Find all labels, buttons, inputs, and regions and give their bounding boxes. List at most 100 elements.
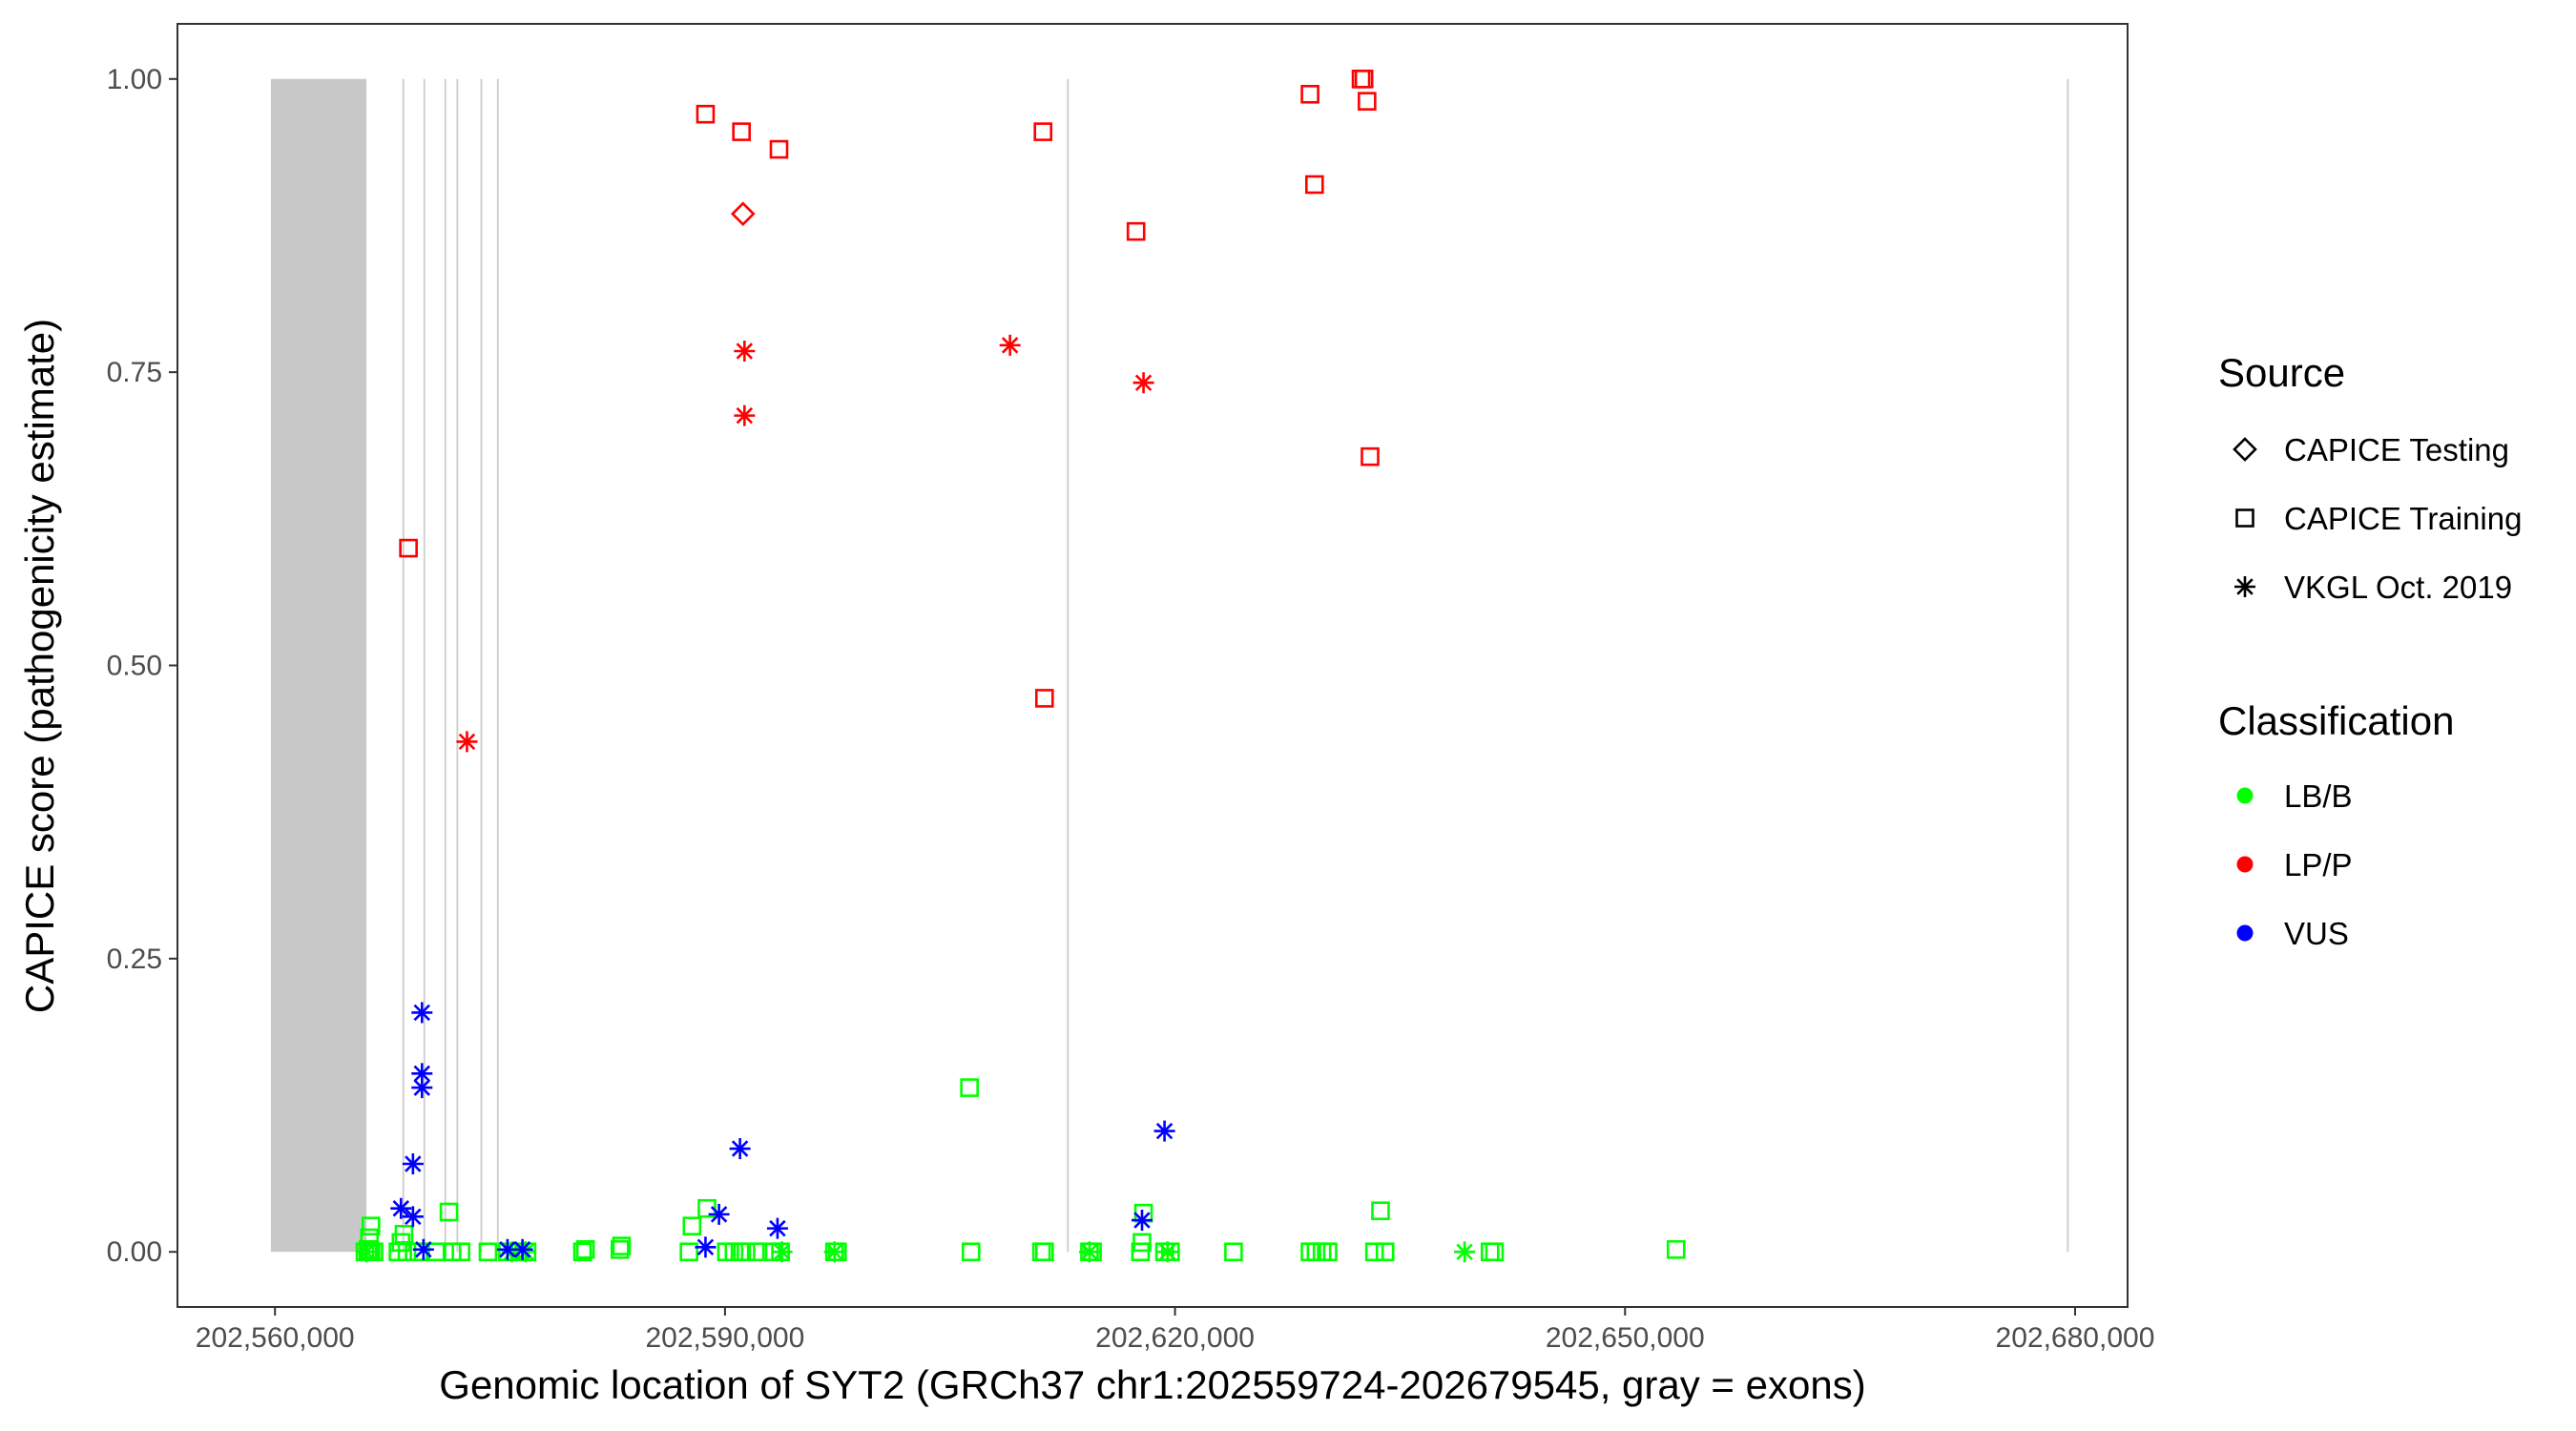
data-point — [708, 1203, 730, 1225]
legend: Source CAPICE Testing CAPICE Training VKGL… — [2218, 350, 2522, 951]
exon-9 — [2067, 78, 2069, 1253]
exon-8 — [1067, 78, 1070, 1253]
data-point — [696, 104, 716, 124]
data-point — [679, 1242, 698, 1262]
data-point — [411, 1002, 433, 1024]
data-point — [511, 1238, 533, 1260]
data-point — [356, 1241, 378, 1263]
data-point — [1153, 1120, 1175, 1142]
data-point — [362, 1216, 381, 1235]
data-point — [572, 1242, 592, 1262]
legend-key-square-icon — [2235, 508, 2254, 528]
data-point — [1131, 1242, 1151, 1262]
data-point — [1033, 122, 1053, 141]
data-point — [960, 1078, 979, 1097]
data-point — [729, 1138, 751, 1160]
data-point — [1034, 1242, 1054, 1262]
exon-2 — [402, 78, 405, 1253]
data-point — [1131, 1210, 1153, 1232]
data-point — [1358, 92, 1377, 111]
data-point — [402, 1206, 424, 1228]
data-point — [1224, 1242, 1243, 1262]
data-point — [390, 1197, 412, 1219]
y-axis-title: CAPICE score (pathogenicity estimate) — [17, 319, 62, 1013]
y-tick-label: 1.00 — [107, 64, 162, 95]
data-point — [1034, 689, 1054, 708]
x-tick-label: 202,680,000 — [1996, 1322, 2155, 1354]
y-tick-label: 0.25 — [107, 944, 162, 975]
data-point — [1375, 1242, 1395, 1262]
legend-classification-items: LB/B LP/P VUS — [2236, 778, 2353, 951]
data-point — [612, 1236, 632, 1255]
data-point — [360, 1228, 380, 1248]
data-point — [1305, 175, 1324, 195]
legend-source-items: CAPICE Testing CAPICE Training VKGL Oct. 2… — [2233, 432, 2522, 605]
data-point — [412, 1238, 434, 1260]
data-point — [358, 1239, 378, 1259]
data-point — [730, 201, 756, 227]
data-point — [734, 341, 756, 363]
data-point — [748, 1242, 768, 1262]
data-point — [575, 1239, 595, 1259]
legend-classification-label: LP/P — [2284, 847, 2353, 882]
legend-source-title: Source — [2218, 350, 2345, 395]
exon-1 — [270, 78, 367, 1253]
x-tick-label: 202,650,000 — [1546, 1322, 1705, 1354]
legend-key-dot-icon — [2236, 924, 2254, 942]
data-point — [999, 334, 1021, 356]
legend-source-label: CAPICE Testing — [2284, 432, 2509, 467]
data-point — [1126, 221, 1146, 241]
data-point — [1364, 1242, 1384, 1262]
legend-key-dot-icon — [2236, 856, 2254, 873]
legend-key-diamond-icon — [2233, 437, 2257, 462]
exon-3 — [423, 78, 426, 1253]
legend-classification-label: VUS — [2284, 916, 2349, 951]
data-point — [737, 1242, 756, 1262]
y-tick-label: 0.00 — [107, 1236, 162, 1268]
data-point — [1371, 1201, 1390, 1220]
legend-source-label: VKGL Oct. 2019 — [2284, 570, 2512, 605]
point-layer — [355, 69, 1686, 1263]
data-point — [961, 1242, 981, 1262]
data-point — [1454, 1241, 1476, 1263]
x-tick-label: 202,620,000 — [1095, 1322, 1255, 1354]
y-tick-label: 0.50 — [107, 651, 162, 682]
data-point — [1485, 1242, 1505, 1262]
exon-layer — [270, 78, 2069, 1253]
x-tick-label: 202,560,000 — [196, 1322, 355, 1354]
x-axis-title: Genomic location of SYT2 (GRCh37 chr1:20… — [439, 1362, 1865, 1407]
data-point — [1132, 372, 1154, 394]
data-point — [732, 122, 751, 141]
legend-source-label: CAPICE Training — [2284, 501, 2522, 536]
data-point — [456, 731, 478, 753]
data-point — [411, 1063, 433, 1085]
data-point — [478, 1242, 498, 1262]
exon-4 — [444, 78, 447, 1253]
data-point — [1156, 1241, 1178, 1263]
data-point — [697, 1198, 717, 1218]
data-point — [695, 1236, 717, 1258]
data-point — [394, 1224, 414, 1244]
data-point — [1132, 1233, 1152, 1253]
data-point — [611, 1239, 630, 1259]
axis-layer: 0.00 0.25 0.50 0.75 1.00 202,560,000 202,590,0… — [107, 64, 2155, 1354]
data-point — [769, 139, 789, 159]
y-tick-label: 0.75 — [107, 357, 162, 388]
data-point — [1078, 1241, 1100, 1263]
exon-5 — [456, 78, 459, 1253]
data-point — [771, 1241, 793, 1263]
data-point — [397, 1242, 417, 1262]
legend-key-asterisk-icon — [2234, 576, 2255, 597]
x-tick-label: 202,590,000 — [645, 1322, 804, 1354]
data-point — [766, 1217, 788, 1239]
data-point — [1361, 446, 1380, 467]
data-point — [399, 538, 418, 558]
data-point — [734, 404, 756, 426]
legend-key-dot-icon — [2236, 787, 2254, 804]
exon-6 — [480, 78, 483, 1253]
data-point — [1666, 1239, 1686, 1259]
exon-7 — [496, 78, 499, 1253]
data-point — [1354, 69, 1374, 89]
